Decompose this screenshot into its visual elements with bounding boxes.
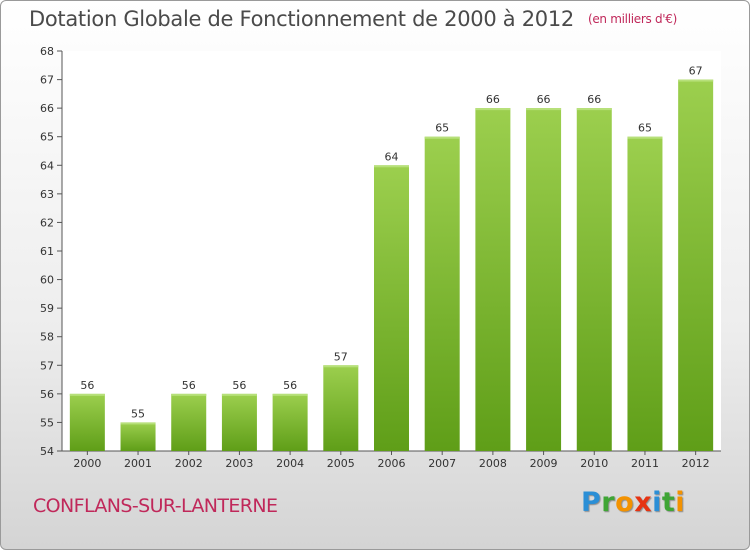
logo-letter: i bbox=[652, 487, 662, 518]
x-tick-label: 2009 bbox=[530, 457, 558, 470]
bar bbox=[171, 393, 207, 451]
bar-top-highlight bbox=[424, 136, 460, 139]
bar-chart: 54 55 56 57 58 59 60 61 62 63 64 65 66 67 68 56 2000 55 2… bbox=[40, 45, 721, 470]
data-label: 56 bbox=[182, 379, 196, 392]
data-label: 65 bbox=[638, 122, 652, 135]
bar-top-highlight bbox=[69, 393, 105, 396]
logo-letter: P bbox=[581, 487, 602, 518]
x-tick-label: 2007 bbox=[428, 457, 456, 470]
data-label: 55 bbox=[131, 407, 145, 420]
bar-top-highlight bbox=[120, 422, 156, 425]
x-tick-label: 2003 bbox=[225, 457, 253, 470]
bar bbox=[576, 108, 612, 452]
data-label: 56 bbox=[232, 379, 246, 392]
x-tick-label: 2004 bbox=[276, 457, 304, 470]
data-label: 56 bbox=[283, 379, 297, 392]
bar-top-highlight bbox=[221, 393, 257, 396]
y-tick-label: 68 bbox=[40, 45, 54, 58]
x-tick-label: 2010 bbox=[580, 457, 608, 470]
x-tick-label: 2012 bbox=[682, 457, 710, 470]
data-label: 57 bbox=[334, 350, 348, 363]
bar bbox=[323, 365, 359, 451]
bar-top-highlight bbox=[475, 108, 511, 111]
y-tick-label: 55 bbox=[40, 416, 54, 429]
proxiti-logo[interactable]: Proxiti bbox=[581, 487, 685, 518]
x-tick-label: 2000 bbox=[73, 457, 101, 470]
logo-letter: t bbox=[661, 487, 676, 518]
bar bbox=[272, 393, 308, 451]
y-tick-label: 57 bbox=[40, 359, 54, 372]
y-tick-label: 58 bbox=[40, 331, 54, 344]
x-tick-label: 2011 bbox=[631, 457, 659, 470]
bar bbox=[627, 136, 663, 451]
bar-top-highlight bbox=[323, 365, 359, 368]
data-label: 66 bbox=[587, 93, 601, 106]
y-tick-label: 61 bbox=[40, 245, 54, 258]
x-tick-label: 2001 bbox=[124, 457, 152, 470]
bar bbox=[120, 422, 156, 451]
bar bbox=[424, 136, 460, 451]
y-tick-label: 60 bbox=[40, 274, 54, 287]
x-tick-label: 2002 bbox=[175, 457, 203, 470]
bar bbox=[678, 79, 714, 452]
bar-top-highlight bbox=[627, 136, 663, 139]
bar bbox=[221, 393, 257, 451]
data-label: 56 bbox=[80, 379, 94, 392]
x-tick-label: 2008 bbox=[479, 457, 507, 470]
y-tick-label: 67 bbox=[40, 74, 54, 87]
data-label: 66 bbox=[486, 93, 500, 106]
y-tick-label: 54 bbox=[40, 445, 54, 458]
logo-letter: i bbox=[675, 487, 686, 518]
bar-top-highlight bbox=[576, 108, 612, 111]
bar bbox=[475, 108, 511, 452]
city-name: CONFLANS-SUR-LANTERNE bbox=[33, 495, 278, 517]
data-label: 65 bbox=[435, 122, 449, 135]
y-tick-label: 66 bbox=[40, 102, 54, 115]
bar bbox=[69, 393, 105, 451]
logo-letter: r bbox=[601, 487, 616, 518]
bar-top-highlight bbox=[678, 79, 714, 82]
y-tick-label: 62 bbox=[40, 216, 54, 229]
data-label: 64 bbox=[385, 150, 399, 163]
bar-top-highlight bbox=[171, 393, 207, 396]
y-tick-label: 59 bbox=[40, 302, 54, 315]
y-tick-label: 64 bbox=[40, 159, 54, 172]
y-tick-label: 56 bbox=[40, 388, 54, 401]
y-tick-label: 63 bbox=[40, 188, 54, 201]
y-tick-label: 65 bbox=[40, 131, 54, 144]
data-label: 66 bbox=[537, 93, 551, 106]
unit-label: (en milliers d'€) bbox=[587, 12, 677, 26]
bar-top-highlight bbox=[272, 393, 308, 396]
bar-top-highlight bbox=[374, 165, 409, 168]
bar bbox=[526, 108, 562, 452]
data-label: 67 bbox=[689, 65, 703, 78]
bar-top-highlight bbox=[526, 108, 562, 111]
bar bbox=[374, 165, 409, 452]
logo-letter: x bbox=[634, 487, 653, 518]
logo-letter: o bbox=[615, 487, 635, 518]
x-tick-label: 2006 bbox=[378, 457, 406, 470]
chart-title: Dotation Globale de Fonctionnement de 20… bbox=[29, 7, 677, 31]
chart-title-text: Dotation Globale de Fonctionnement de 20… bbox=[29, 7, 574, 31]
x-tick-label: 2005 bbox=[327, 457, 355, 470]
